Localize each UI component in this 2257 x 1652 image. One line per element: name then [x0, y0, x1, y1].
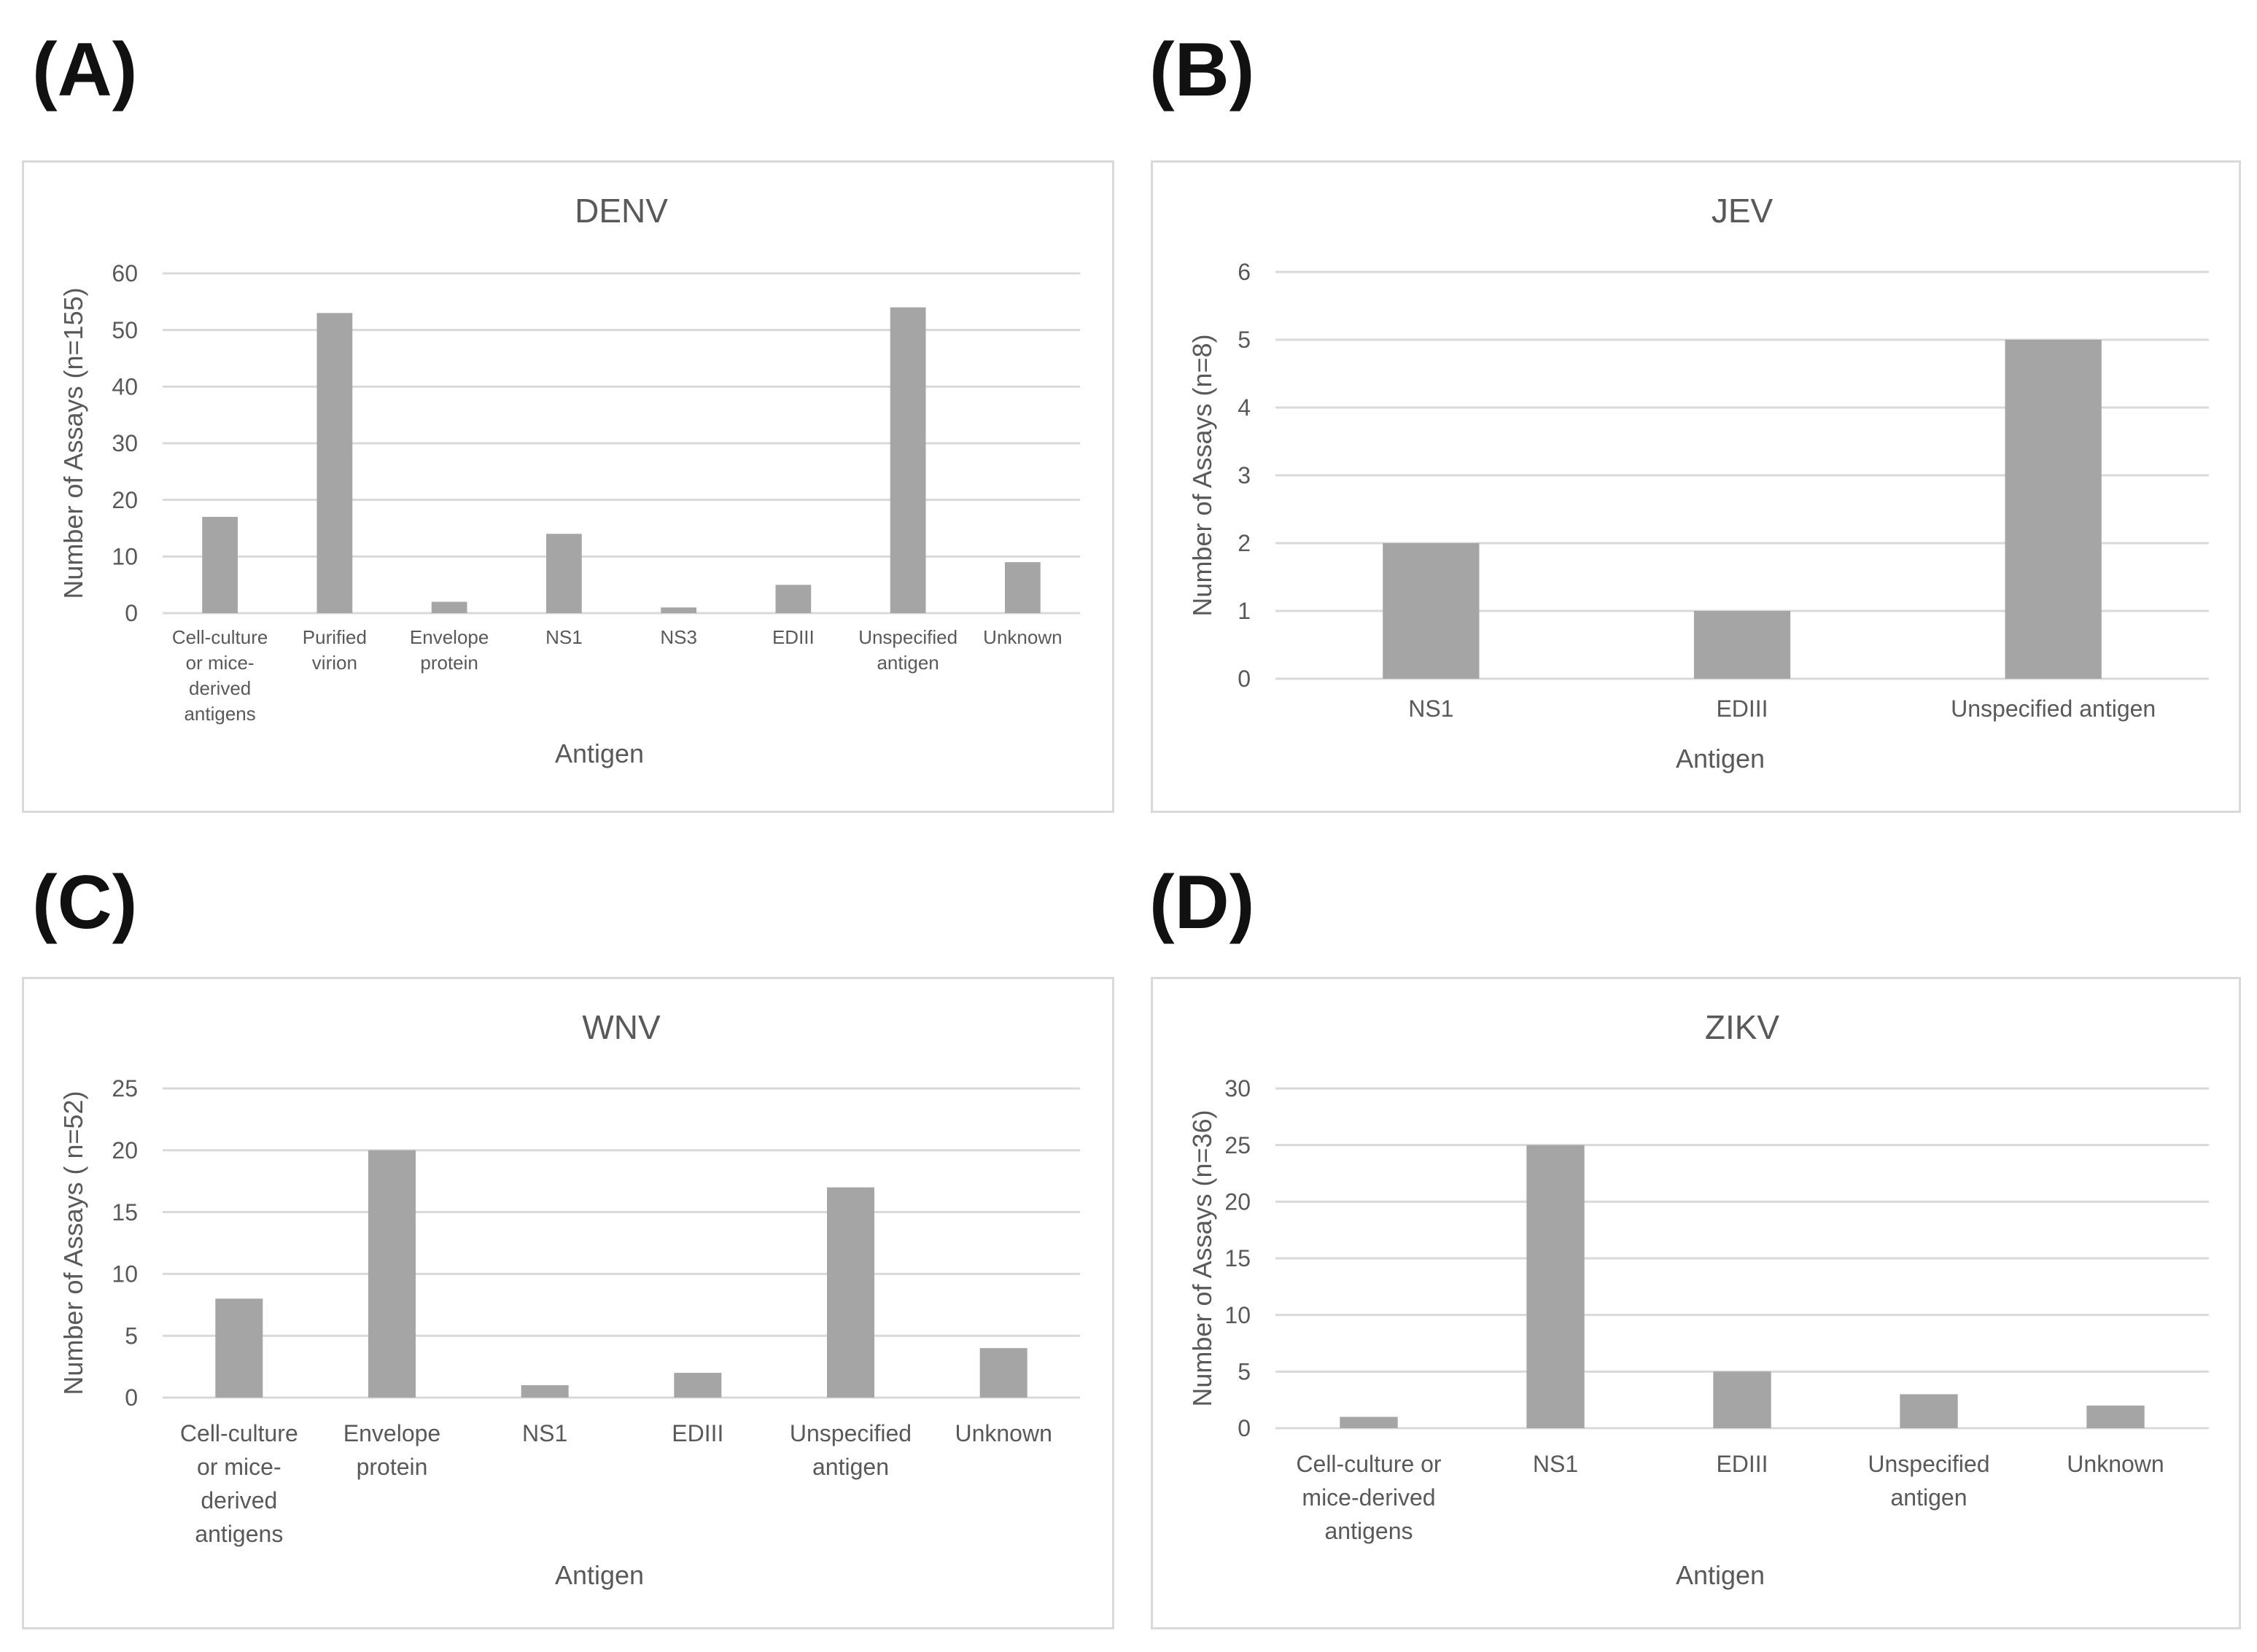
- chart-jev-svg: JEV 0 1 2 3 4 5 6 NS1 EDIII Unspecified antigen Ant…: [1187, 192, 2209, 774]
- zikv-xtick-3: Unspecified antigen: [1868, 1451, 1989, 1511]
- zikv-xtick-1: NS1: [1533, 1451, 1578, 1477]
- denv-ylabel: Number of Assays (n=155): [58, 287, 88, 599]
- zikv-bar-0: [1340, 1417, 1398, 1428]
- zikv-chart-title: ZIKV: [1705, 1008, 1780, 1046]
- panel-label-d: (D): [1149, 860, 1255, 945]
- wnv-ytick-1: 5: [125, 1322, 138, 1349]
- chart-wnv-svg: WNV 0 5 10 15 20 25 Cell-culture or mice-derived…: [58, 1008, 1080, 1590]
- denv-xlabel: Antigen: [555, 739, 644, 768]
- wnv-chart-title: WNV: [582, 1008, 661, 1046]
- wnv-ytick-0: 0: [125, 1384, 138, 1411]
- denv-bar-3: [546, 534, 582, 613]
- chart-jev: JEV 0 1 2 3 4 5 6 NS1 EDIII Unspecified antigen Ant…: [1151, 160, 2241, 813]
- denv-xtick-6: Unspecified antigen: [858, 626, 957, 674]
- zikv-ytick-4: 20: [1224, 1189, 1251, 1215]
- wnv-xtick-5: Unknown: [955, 1420, 1052, 1446]
- denv-bar-6: [890, 307, 926, 613]
- denv-xtick-5: EDIII: [772, 626, 815, 648]
- jev-ytick-4: 4: [1238, 394, 1251, 421]
- wnv-xtick-2: NS1: [522, 1420, 567, 1446]
- jev-bar-0: [1383, 543, 1480, 679]
- zikv-bar-2: [1713, 1371, 1771, 1428]
- denv-xtick-3: NS1: [545, 626, 583, 648]
- chart-denv-svg: DENV 0 10 20 30 40 50 60 Cell-culture or mice-der…: [58, 192, 1080, 768]
- denv-xtick-2: Envelope protein: [410, 626, 489, 674]
- denv-chart-title: DENV: [575, 192, 668, 230]
- chart-zikv-svg: ZIKV 0 5 10 15 20 25 30 Cell-culture or mice-deri…: [1187, 1008, 2209, 1590]
- denv-ytick-2: 20: [112, 487, 138, 513]
- wnv-ytick-4: 20: [112, 1137, 138, 1164]
- chart-wnv: WNV 0 5 10 15 20 25 Cell-culture or mice-derived…: [22, 977, 1114, 1629]
- denv-ytick-4: 40: [112, 374, 138, 400]
- denv-bar-1: [316, 313, 353, 613]
- denv-ytick-0: 0: [125, 600, 138, 626]
- denv-xtick-1: Purified virion: [303, 626, 367, 674]
- zikv-ytick-3: 15: [1224, 1245, 1251, 1271]
- wnv-xtick-4: Unspecified antigen: [790, 1420, 912, 1480]
- denv-ytick-6: 60: [112, 260, 138, 287]
- zikv-ytick-2: 10: [1224, 1302, 1251, 1328]
- zikv-xlabel: Antigen: [1676, 1560, 1765, 1590]
- wnv-bar-5: [979, 1348, 1028, 1398]
- jev-xlabel: Antigen: [1676, 744, 1765, 774]
- jev-bar-2: [2005, 340, 2102, 679]
- zikv-ylabel: Number of Assays (n=36): [1187, 1110, 1217, 1406]
- wnv-bar-3: [674, 1373, 722, 1398]
- denv-ytick-1: 10: [112, 544, 138, 570]
- denv-xtick-0: Cell-culture or mice-derived antigens: [172, 626, 268, 725]
- jev-xtick-1: EDIII: [1716, 696, 1768, 722]
- jev-ytick-0: 0: [1238, 666, 1251, 692]
- wnv-bar-2: [521, 1385, 569, 1398]
- jev-ylabel: Number of Assays (n=8): [1187, 334, 1217, 616]
- zikv-ytick-0: 0: [1238, 1415, 1251, 1441]
- wnv-xtick-1: Envelope protein: [343, 1420, 440, 1480]
- jev-ytick-3: 3: [1238, 462, 1251, 488]
- zikv-ytick-1: 5: [1238, 1359, 1251, 1385]
- denv-bar-2: [431, 601, 467, 613]
- zikv-bar-1: [1526, 1145, 1585, 1428]
- panel-label-a: (A): [32, 28, 138, 112]
- zikv-xtick-2: EDIII: [1716, 1451, 1768, 1477]
- chart-denv: DENV 0 10 20 30 40 50 60 Cell-culture or mice-der…: [22, 160, 1114, 813]
- zikv-ytick-5: 25: [1224, 1132, 1251, 1158]
- wnv-xlabel: Antigen: [555, 1560, 644, 1590]
- jev-ytick-5: 5: [1238, 327, 1251, 353]
- jev-xtick-2: Unspecified antigen: [1951, 696, 2156, 722]
- wnv-ytick-5: 25: [112, 1075, 138, 1102]
- zikv-ytick-6: 30: [1224, 1075, 1251, 1102]
- denv-xtick-4: NS3: [660, 626, 697, 648]
- jev-ytick-2: 2: [1238, 530, 1251, 556]
- wnv-ytick-3: 15: [112, 1199, 138, 1226]
- denv-xtick-7: Unknown: [983, 626, 1062, 648]
- wnv-ylabel: Number of Assays ( n=52): [58, 1091, 88, 1395]
- zikv-bar-4: [2086, 1405, 2145, 1428]
- denv-ytick-5: 50: [112, 317, 138, 343]
- denv-bar-4: [661, 607, 696, 613]
- wnv-bar-0: [215, 1298, 263, 1398]
- jev-chart-title: JEV: [1712, 192, 1774, 230]
- wnv-xtick-0: Cell-culture or mice-derived antigens: [180, 1420, 298, 1547]
- jev-ytick-6: 6: [1238, 259, 1251, 285]
- jev-xtick-0: NS1: [1408, 696, 1453, 722]
- denv-ytick-3: 30: [112, 430, 138, 456]
- wnv-bar-4: [827, 1187, 874, 1398]
- zikv-xtick-0: Cell-culture or mice-derived antigens: [1296, 1451, 1442, 1544]
- denv-bar-7: [1005, 562, 1041, 613]
- chart-zikv: ZIKV 0 5 10 15 20 25 30 Cell-culture or mice-deri…: [1151, 977, 2241, 1629]
- panel-label-c: (C): [32, 860, 138, 945]
- zikv-bar-3: [1900, 1394, 1958, 1428]
- denv-bar-0: [202, 516, 238, 613]
- jev-bar-1: [1693, 611, 1791, 679]
- wnv-bar-1: [368, 1150, 416, 1398]
- wnv-xtick-3: EDIII: [672, 1420, 723, 1446]
- panel-label-b: (B): [1149, 28, 1255, 112]
- jev-ytick-1: 1: [1238, 598, 1251, 624]
- wnv-ytick-2: 10: [112, 1261, 138, 1287]
- zikv-xtick-4: Unknown: [2067, 1451, 2164, 1477]
- denv-bar-5: [775, 585, 812, 613]
